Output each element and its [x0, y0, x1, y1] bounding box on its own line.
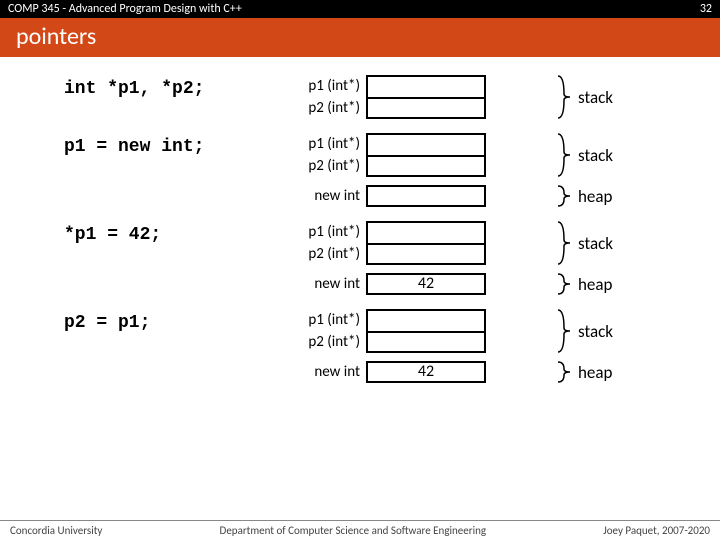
region-bracket: heap	[556, 361, 636, 383]
var-label: p1 (int*)	[296, 135, 366, 153]
memory-row: p1 (int*)	[296, 309, 556, 331]
memory-block: p1 (int*) p2 (int*)	[296, 221, 556, 265]
code-snippet	[64, 185, 296, 189]
memory-cell	[366, 309, 486, 331]
memory-row: new int	[296, 185, 556, 207]
memory-cell	[366, 243, 486, 265]
code-snippet: int *p1, *p2;	[64, 75, 296, 99]
code-snippet	[64, 361, 296, 365]
region-bracket: stack	[556, 133, 636, 177]
memory-block: new int	[296, 185, 556, 207]
diagram-step: new int42 heap	[64, 361, 684, 383]
memory-cell	[366, 97, 486, 119]
memory-cell	[366, 185, 486, 207]
memory-row: p2 (int*)	[296, 331, 556, 353]
region-label: heap	[574, 186, 612, 207]
slide-number: 32	[700, 2, 712, 16]
memory-cell: 42	[366, 273, 486, 295]
code-snippet	[64, 273, 296, 277]
var-label: p1 (int*)	[296, 77, 366, 95]
memory-cell	[366, 75, 486, 97]
memory-block: new int42	[296, 273, 556, 295]
region-bracket: stack	[556, 75, 636, 119]
memory-cell	[366, 331, 486, 353]
region-bracket: heap	[556, 273, 636, 295]
var-label: p2 (int*)	[296, 157, 366, 175]
code-snippet: p1 = new int;	[64, 133, 296, 157]
var-label: new int	[296, 187, 366, 205]
var-label: p2 (int*)	[296, 99, 366, 117]
memory-row: p1 (int*)	[296, 133, 556, 155]
footer-left: Concordia University	[10, 524, 102, 537]
region-label: stack	[574, 233, 613, 254]
slide-content: int *p1, *p2;p1 (int*)p2 (int*) stackp1 …	[0, 57, 720, 383]
var-label: new int	[296, 275, 366, 293]
diagram-step: p2 = p1;p1 (int*) p2 (int*) stack	[64, 309, 684, 353]
diagram-step: int *p1, *p2;p1 (int*) p2 (int*) stack	[64, 75, 684, 119]
memory-row: new int42	[296, 273, 556, 295]
memory-row: p1 (int*)	[296, 75, 556, 97]
var-label: p1 (int*)	[296, 311, 366, 329]
var-label: p2 (int*)	[296, 245, 366, 263]
memory-cell: 42	[366, 361, 486, 383]
region-bracket: stack	[556, 221, 636, 265]
memory-row: p1 (int*)	[296, 221, 556, 243]
course-label: COMP 345 - Advanced Program Design with …	[8, 2, 242, 16]
slide-title: pointers	[16, 22, 96, 51]
footer-center: Department of Computer Science and Softw…	[220, 524, 487, 537]
diagram-step: new int heap	[64, 185, 684, 207]
var-label: p1 (int*)	[296, 223, 366, 241]
var-label: p2 (int*)	[296, 333, 366, 351]
diagram-step: p1 = new int;p1 (int*) p2 (int*) stack	[64, 133, 684, 177]
region-label: stack	[574, 321, 613, 342]
region-label: stack	[574, 87, 613, 108]
region-bracket: heap	[556, 185, 636, 207]
code-snippet: *p1 = 42;	[64, 221, 296, 245]
memory-row: p2 (int*)	[296, 97, 556, 119]
slide-footer: Concordia University Department of Compu…	[0, 520, 720, 540]
memory-cell	[366, 221, 486, 243]
memory-row: p2 (int*)	[296, 243, 556, 265]
region-label: stack	[574, 145, 613, 166]
var-label: new int	[296, 363, 366, 381]
code-snippet: p2 = p1;	[64, 309, 296, 333]
memory-row: new int42	[296, 361, 556, 383]
memory-block: p1 (int*) p2 (int*)	[296, 133, 556, 177]
diagram-step: *p1 = 42;p1 (int*) p2 (int*) stack	[64, 221, 684, 265]
diagram-step: new int42 heap	[64, 273, 684, 295]
memory-cell	[366, 133, 486, 155]
slide-title-band: pointers	[0, 18, 720, 57]
slide-header-top: COMP 345 - Advanced Program Design with …	[0, 0, 720, 18]
memory-block: p1 (int*) p2 (int*)	[296, 75, 556, 119]
region-bracket: stack	[556, 309, 636, 353]
memory-cell	[366, 155, 486, 177]
memory-row: p2 (int*)	[296, 155, 556, 177]
memory-block: new int42	[296, 361, 556, 383]
region-label: heap	[574, 274, 612, 295]
memory-block: p1 (int*) p2 (int*)	[296, 309, 556, 353]
region-label: heap	[574, 362, 612, 383]
footer-right: Joey Paquet, 2007-2020	[603, 524, 710, 537]
